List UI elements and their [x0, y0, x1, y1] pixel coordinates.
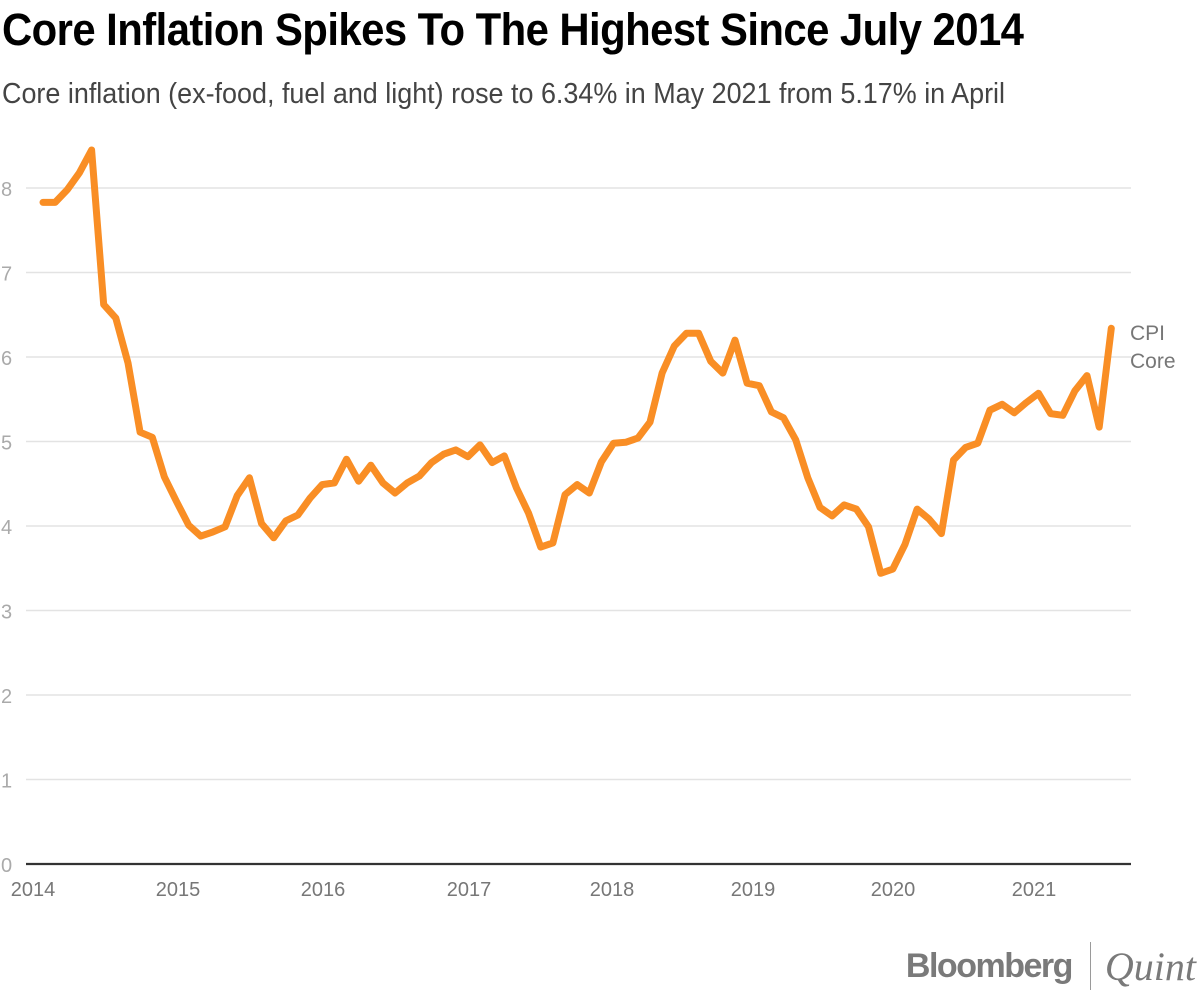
chart-title: Core Inflation Spikes To The Highest Sin…	[2, 4, 1024, 55]
x-tick-label: 2017	[447, 879, 492, 901]
y-tick-label: 3	[1, 602, 12, 624]
y-tick-label: 2	[1, 686, 12, 708]
x-tick-label: 2019	[731, 879, 776, 901]
quint-wordmark: Quint	[1104, 943, 1196, 989]
x-tick-label: 2016	[301, 879, 346, 901]
y-tick-label: 0	[1, 855, 12, 877]
brand-logo: Bloomberg Quint	[906, 940, 1196, 992]
gridlines	[26, 187, 1131, 781]
y-tick-label: 4	[1, 517, 12, 539]
series-group	[39, 146, 1115, 577]
x-tick-label: 2015	[156, 879, 201, 901]
y-tick-label: 8	[1, 179, 12, 201]
x-tick-label: 2014	[11, 879, 56, 901]
bloomberg-wordmark: Bloomberg	[905, 946, 1073, 985]
series-label-line: CPI	[1130, 322, 1165, 345]
chart-subtitle: Core inflation (ex-food, fuel and light)…	[2, 78, 1006, 110]
y-tick-label: 6	[1, 348, 12, 370]
y-axis-ticks: 0 1 2 3 4 5 6 7 8	[1, 179, 12, 877]
y-tick-label: 1	[1, 771, 12, 793]
x-axis-ticks: 2014 2015 2016 2017 2018 2019 2020 2021	[11, 879, 1057, 901]
x-tick-label: 2018	[590, 879, 635, 901]
x-tick-label: 2021	[1012, 879, 1057, 901]
y-tick-label: 5	[1, 433, 12, 455]
logo-divider	[1089, 942, 1091, 990]
y-tick-label: 7	[1, 264, 12, 286]
series-line-cpi-core	[39, 146, 1115, 577]
x-tick-label: 2020	[871, 879, 916, 901]
series-label-line: Core	[1130, 350, 1176, 373]
series-label: CPI Core	[1130, 322, 1176, 373]
